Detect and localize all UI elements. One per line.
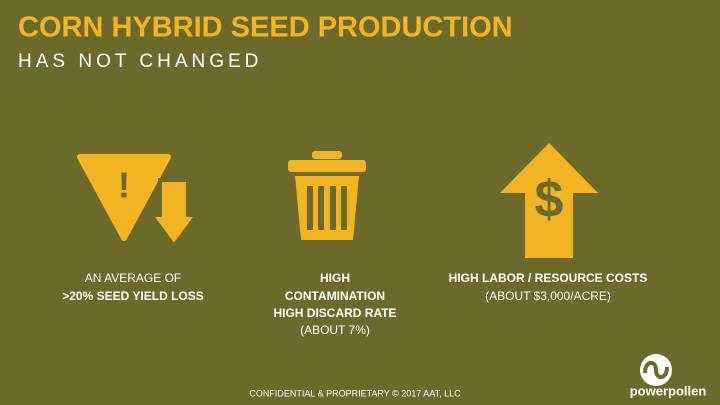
warning-icon: ! [77, 154, 201, 250]
item-text: (ABOUT 7%) [300, 323, 370, 337]
item-text: HIGH [320, 271, 350, 285]
icon-symbol: ! [118, 165, 130, 206]
subtitle: HAS NOT CHANGED [18, 51, 262, 72]
item-text: HIGH DISCARD RATE [273, 306, 396, 320]
item-text: HIGH LABOR / RESOURCE COSTS [449, 271, 648, 285]
trash-icon [288, 151, 366, 240]
logo-text: powerpollen [630, 383, 707, 398]
item-text: AN AVERAGE OF [85, 271, 181, 285]
cost-icon: $ [500, 143, 598, 258]
item-text: (ABOUT $3,000/ACRE) [485, 289, 611, 303]
logo: powerpollen [630, 354, 707, 398]
title: CORN HYBRID SEED PRODUCTION [18, 12, 513, 44]
item-text: CONTAMINATION [285, 289, 385, 303]
item-text: >20% SEED YIELD LOSS [62, 289, 204, 303]
icon-symbol: $ [535, 171, 564, 229]
footer: CONFIDENTIAL & PROPRIETARY © 2017 AAT, L… [249, 388, 461, 398]
